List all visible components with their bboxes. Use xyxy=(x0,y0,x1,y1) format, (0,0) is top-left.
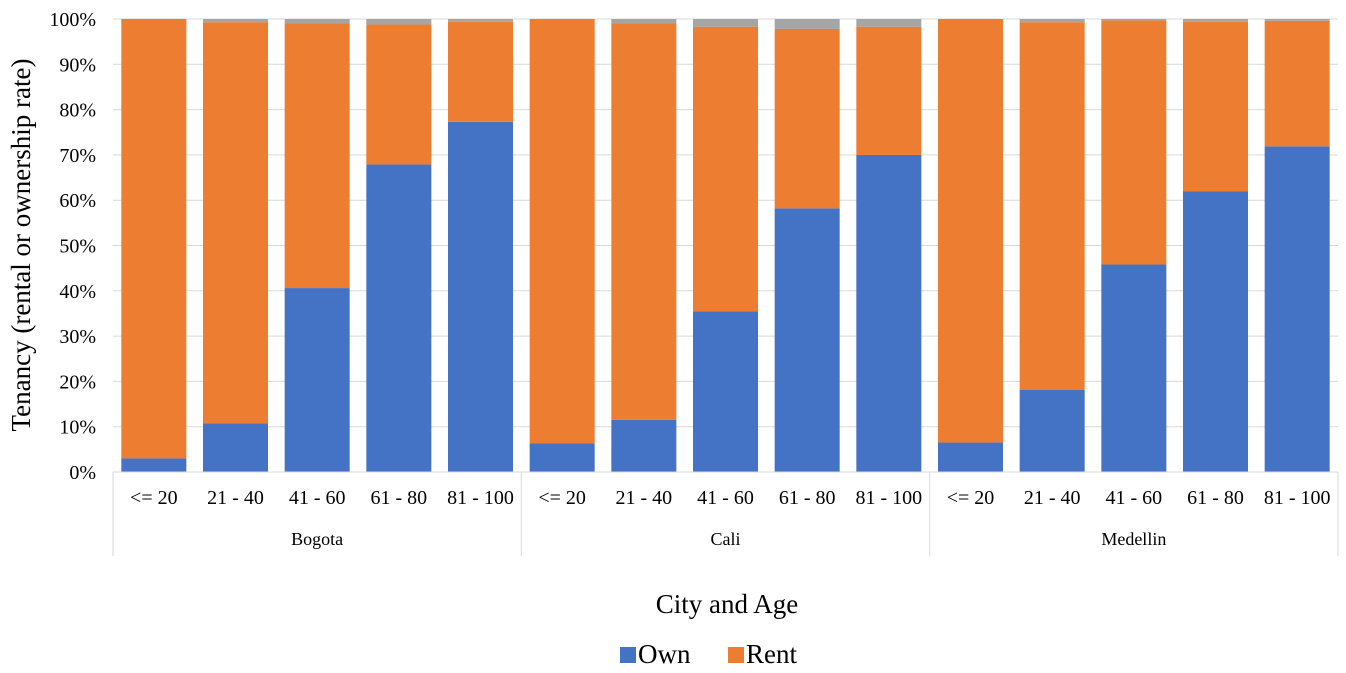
x-tick-label: 81 - 100 xyxy=(855,487,922,509)
y-tick-label: 70% xyxy=(59,145,96,167)
x-tick-label: 41 - 60 xyxy=(1105,487,1162,509)
bar-segment-other xyxy=(611,19,677,24)
y-tick-label: 60% xyxy=(59,190,96,212)
bar-segment-own xyxy=(366,164,432,472)
x-tick-label: 21 - 40 xyxy=(207,487,264,509)
bar-segment-other xyxy=(1101,19,1167,21)
bar-segment-rent xyxy=(774,28,840,209)
bar-segment-rent xyxy=(203,22,268,424)
y-tick-label: 50% xyxy=(59,236,96,258)
bar-segment-rent xyxy=(856,26,922,155)
legend-swatch-rent xyxy=(728,647,744,663)
x-tick-label: 81 - 100 xyxy=(447,487,514,509)
bar-segment-own xyxy=(121,458,187,472)
bar-segment-rent xyxy=(693,26,758,312)
bar-segment-own xyxy=(1264,146,1330,472)
x-tick-label: <= 20 xyxy=(130,487,178,509)
y-tick-label: 100% xyxy=(49,9,96,31)
bar-segment-rent xyxy=(529,19,595,444)
bar-segment-own xyxy=(856,154,922,472)
y-tick-label: 90% xyxy=(59,54,96,76)
x-tick-label: 61 - 80 xyxy=(1187,487,1244,509)
bar-segment-other xyxy=(448,19,513,22)
x-tick-label: <= 20 xyxy=(947,487,995,509)
bar-segment-rent xyxy=(611,23,677,420)
legend-label-rent: Rent xyxy=(746,639,797,669)
bar-segment-rent xyxy=(1183,21,1248,192)
bar-segment-own xyxy=(529,443,595,472)
bar-segment-other xyxy=(1019,19,1085,23)
bar-segment-other xyxy=(856,19,922,27)
bar-segment-own xyxy=(1183,191,1248,472)
bar-segment-other xyxy=(774,19,840,29)
bar-segment-own xyxy=(1101,264,1167,472)
bar-segment-rent xyxy=(284,23,350,289)
bar-segment-other xyxy=(1183,19,1248,22)
legend-label-own: Own xyxy=(638,639,691,669)
bar-segment-own xyxy=(1019,390,1085,472)
bar-segment-own xyxy=(611,419,677,472)
bar-segment-own xyxy=(774,208,840,472)
x-tick-label: 21 - 40 xyxy=(615,487,672,509)
axes: 0% 10% 20% 30% 40% 50% 60% 70% 80% 90% 100% <= 20 21… xyxy=(49,9,1339,556)
bar-segment-rent xyxy=(366,24,432,165)
y-tick-label: 20% xyxy=(59,371,96,393)
bars xyxy=(121,19,1330,473)
group-label: Medellin xyxy=(1101,529,1166,549)
x-tick-label: 61 - 80 xyxy=(370,487,427,509)
bar-segment-rent xyxy=(1101,20,1167,265)
y-tick-label: 10% xyxy=(59,417,96,439)
bar-segment-rent xyxy=(121,19,187,459)
x-tick-label: 81 - 100 xyxy=(1264,487,1331,509)
bar-segment-rent xyxy=(1264,20,1330,147)
legend-swatch-own xyxy=(620,647,636,663)
bar-segment-rent xyxy=(1019,22,1085,391)
x-tick-label: 41 - 60 xyxy=(697,487,754,509)
y-tick-label: 40% xyxy=(59,281,96,303)
group-label: Bogota xyxy=(291,529,343,549)
bar-segment-own xyxy=(448,121,513,473)
y-tick-label: 0% xyxy=(69,462,96,484)
bar-segment-rent xyxy=(448,21,513,122)
bar-segment-own xyxy=(938,442,1003,472)
bar-segment-other xyxy=(366,19,432,25)
bar-segment-own xyxy=(693,311,758,472)
bar-segment-own xyxy=(284,288,350,472)
group-label: Cali xyxy=(711,529,741,549)
bar-segment-rent xyxy=(938,19,1003,443)
bar-segment-other xyxy=(1264,19,1330,21)
x-tick-label: 21 - 40 xyxy=(1024,487,1081,509)
bar-segment-other xyxy=(693,19,758,27)
legend: Own Rent xyxy=(620,639,797,669)
x-axis-title: City and Age xyxy=(656,589,799,619)
bar-segment-own xyxy=(203,423,268,472)
y-axis-title: Tenancy (rental or ownership rate) xyxy=(6,59,36,432)
bar-segment-other xyxy=(284,19,350,24)
x-tick-label: <= 20 xyxy=(538,487,586,509)
x-tick-label: 41 - 60 xyxy=(289,487,346,509)
x-tick-label: 61 - 80 xyxy=(779,487,836,509)
y-tick-label: 30% xyxy=(59,326,96,348)
bar-segment-other xyxy=(203,19,268,23)
y-tick-label: 80% xyxy=(59,100,96,122)
